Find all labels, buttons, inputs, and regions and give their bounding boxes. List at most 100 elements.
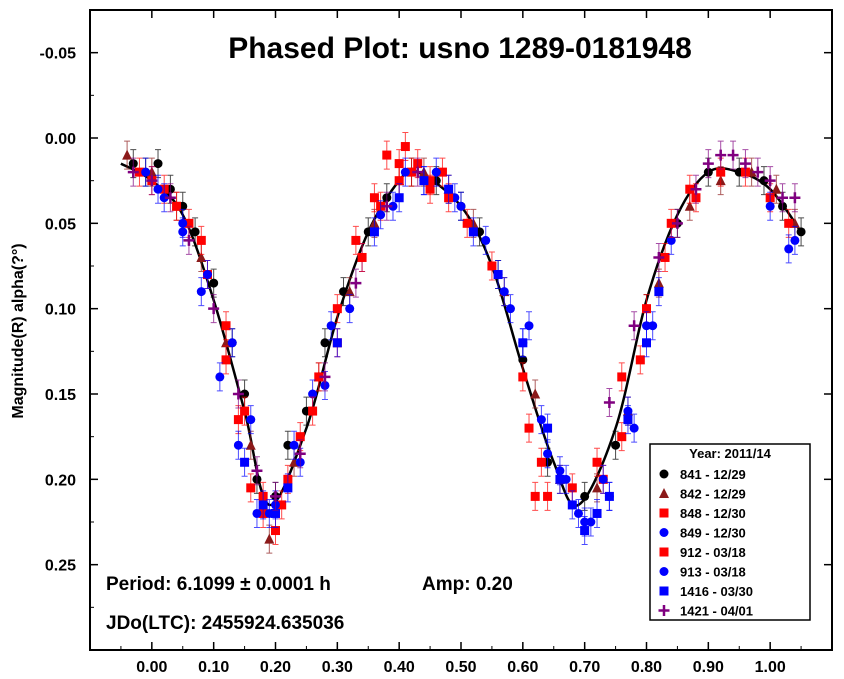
data-point xyxy=(555,474,565,484)
data-point xyxy=(481,235,491,245)
data-point xyxy=(394,176,404,186)
data-point xyxy=(493,270,503,280)
data-point xyxy=(233,440,243,450)
data-point xyxy=(425,176,435,186)
data-point xyxy=(764,175,776,187)
data-point xyxy=(702,158,714,170)
legend-entry-label: 848 - 12/30 xyxy=(680,506,746,521)
legend-entry-label: 912 - 03/18 xyxy=(680,545,746,560)
data-point xyxy=(357,252,367,262)
data-point xyxy=(233,415,243,425)
data-point xyxy=(314,372,324,382)
data-point xyxy=(518,355,528,365)
data-points xyxy=(122,132,806,554)
data-point xyxy=(777,192,789,204)
data-point xyxy=(271,526,280,536)
x-axis-ticks: 0.00 0.10 0.20 0.30 0.40 0.50 0.60 0.70 0.80 0.90… xyxy=(89,10,833,676)
data-point xyxy=(196,287,206,297)
data-point xyxy=(635,355,645,365)
data-point xyxy=(350,277,362,289)
data-point xyxy=(251,465,263,477)
data-point xyxy=(573,508,583,518)
data-point xyxy=(295,432,305,442)
data-point xyxy=(208,303,220,315)
data-point xyxy=(666,235,676,245)
legend-marker xyxy=(658,605,670,616)
data-point xyxy=(351,235,361,245)
data-point xyxy=(246,483,256,493)
legend-marker xyxy=(659,469,669,479)
data-point xyxy=(215,372,225,382)
data-point xyxy=(221,355,231,365)
data-point xyxy=(543,423,553,433)
data-point xyxy=(227,338,237,348)
legend-entry-label: 849 - 12/30 xyxy=(680,526,746,541)
data-point xyxy=(270,490,281,502)
data-point xyxy=(456,201,466,211)
data-point xyxy=(271,508,280,518)
data-point xyxy=(308,406,318,416)
legend: Year: 2011/14 841 - 12/29 842 - 12/29 848 … xyxy=(649,443,811,621)
data-point xyxy=(536,415,546,425)
x-tick-label: 0.80 xyxy=(631,659,662,676)
data-point xyxy=(586,517,596,527)
data-point xyxy=(603,397,615,409)
data-point xyxy=(628,320,640,332)
data-point xyxy=(332,304,342,314)
data-point xyxy=(796,227,806,237)
data-point xyxy=(153,184,163,194)
data-point xyxy=(543,449,553,459)
data-point xyxy=(536,457,546,467)
data-point xyxy=(530,491,540,501)
data-point xyxy=(246,415,256,425)
data-point xyxy=(653,251,665,263)
y-tick-label: 0.25 xyxy=(45,558,76,575)
data-point xyxy=(524,423,534,433)
data-point xyxy=(283,483,293,493)
legend-entry-label: 1416 - 03/30 xyxy=(680,584,753,599)
y-tick-label: 0.00 xyxy=(45,131,76,148)
data-point xyxy=(400,142,410,152)
data-point xyxy=(232,388,244,400)
data-point xyxy=(277,500,287,510)
data-point xyxy=(524,321,534,331)
x-tick-label: 0.00 xyxy=(136,659,167,676)
legend-title: Year: 2011/14 xyxy=(689,446,771,461)
x-tick-label: 0.90 xyxy=(693,659,724,676)
legend-entry-label: 1421 - 04/01 xyxy=(680,604,753,619)
data-point xyxy=(617,432,627,442)
series-1421-04-01 xyxy=(127,140,801,511)
data-point xyxy=(611,440,621,450)
data-point xyxy=(412,166,424,178)
data-point xyxy=(320,338,330,348)
data-point xyxy=(660,252,670,262)
data-point xyxy=(765,201,775,211)
data-point xyxy=(178,218,188,228)
data-point xyxy=(604,491,614,501)
data-point xyxy=(172,201,182,211)
data-point xyxy=(240,457,250,467)
data-point xyxy=(289,440,299,450)
data-point xyxy=(444,184,454,194)
data-point xyxy=(784,244,794,254)
data-point xyxy=(437,167,447,177)
legend-entry-label: 841 - 12/29 xyxy=(680,467,746,482)
data-point xyxy=(648,321,658,331)
data-point xyxy=(654,287,664,297)
data-point xyxy=(122,149,133,160)
data-point xyxy=(344,286,355,297)
y-tick-label: 0.20 xyxy=(45,472,76,489)
data-point xyxy=(400,167,410,177)
data-point xyxy=(642,304,651,314)
data-point xyxy=(326,321,336,331)
data-point xyxy=(196,251,207,262)
y-tick-label: -0.05 xyxy=(40,46,77,63)
y-tick-label: 0.05 xyxy=(45,216,76,233)
data-point xyxy=(245,439,256,450)
data-point xyxy=(690,183,702,195)
data-point xyxy=(240,389,250,399)
data-point xyxy=(598,474,608,484)
x-tick-label: 0.50 xyxy=(445,659,476,676)
data-point xyxy=(283,440,293,450)
data-point xyxy=(264,533,275,544)
